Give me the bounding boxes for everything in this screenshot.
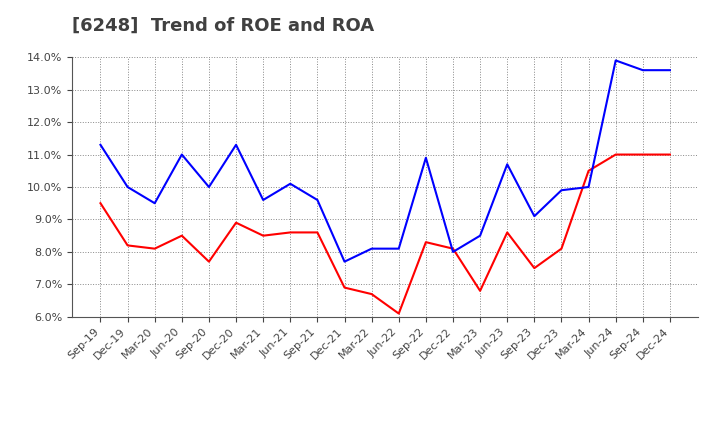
ROA [341, 259, 349, 264]
ROE [123, 243, 132, 248]
ROE [96, 201, 105, 206]
ROA [204, 184, 213, 190]
ROA [367, 246, 376, 251]
ROA [530, 213, 539, 219]
ROE [313, 230, 322, 235]
ROE [449, 246, 457, 251]
Text: [6248]  Trend of ROE and ROA: [6248] Trend of ROE and ROA [72, 17, 374, 35]
ROE [367, 291, 376, 297]
ROA [232, 142, 240, 147]
ROA [178, 152, 186, 157]
ROE [476, 288, 485, 293]
ROE [584, 168, 593, 173]
ROA [259, 197, 268, 202]
ROA [96, 142, 105, 147]
ROA [503, 161, 511, 167]
ROA [639, 67, 647, 73]
ROE [286, 230, 294, 235]
ROA [557, 187, 566, 193]
ROA [665, 67, 674, 73]
ROE [639, 152, 647, 157]
ROE [204, 259, 213, 264]
ROE [232, 220, 240, 225]
ROA [584, 184, 593, 190]
ROE [665, 152, 674, 157]
ROE [178, 233, 186, 238]
ROA [476, 233, 485, 238]
ROE [557, 246, 566, 251]
ROA [150, 201, 159, 206]
Line: ROE: ROE [101, 154, 670, 314]
ROA [611, 58, 620, 63]
ROE [421, 239, 430, 245]
ROA [123, 184, 132, 190]
ROE [341, 285, 349, 290]
ROA [449, 249, 457, 254]
Line: ROA: ROA [101, 60, 670, 262]
ROE [395, 311, 403, 316]
ROE [150, 246, 159, 251]
ROA [421, 155, 430, 161]
ROA [395, 246, 403, 251]
ROA [313, 197, 322, 202]
ROE [530, 265, 539, 271]
ROE [611, 152, 620, 157]
ROE [503, 230, 511, 235]
ROE [259, 233, 268, 238]
ROA [286, 181, 294, 187]
